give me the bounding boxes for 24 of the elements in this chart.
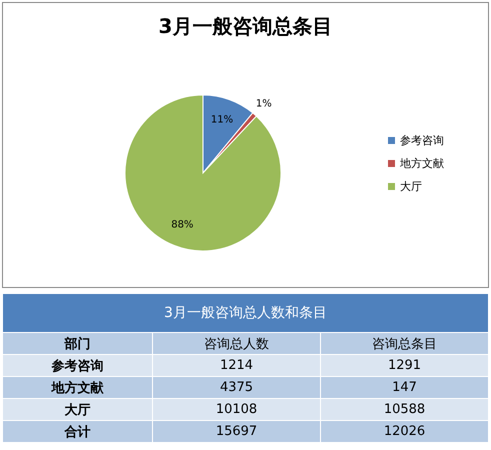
data-label: 10108 [152,398,320,420]
y-tick-label: 参考咨询 [2,354,152,376]
chart-title: 3月一般咨询总条目 [158,13,334,40]
y-tick-label: 地方文献 [2,376,152,398]
data-label: 147 [320,376,488,398]
data-label: 1% [256,98,272,110]
data-label: 10588 [320,398,488,420]
legend-label: 大厅 [400,179,422,194]
data-label: 1214 [152,354,320,376]
y-tick-label: 大厅 [2,398,152,420]
data-label: 88% [171,220,194,231]
data-label: 12026 [320,420,488,442]
data-label: 1291 [320,354,488,376]
legend-label: 参考咨询 [400,133,444,148]
chart-title: 3月一般咨询总人数和条目 [2,294,488,332]
y-axis-title: 部门 [2,332,152,354]
legend-label: 地方文献 [400,156,444,171]
x-tick-label: 咨询总条目 [320,332,488,354]
data-label: 15697 [152,420,320,442]
y-tick-label: 合计 [2,420,152,442]
data-label: 11% [210,114,234,126]
x-tick-label: 咨询总人数 [152,332,320,354]
data-label: 4375 [152,376,320,398]
pie-slice [124,94,282,252]
